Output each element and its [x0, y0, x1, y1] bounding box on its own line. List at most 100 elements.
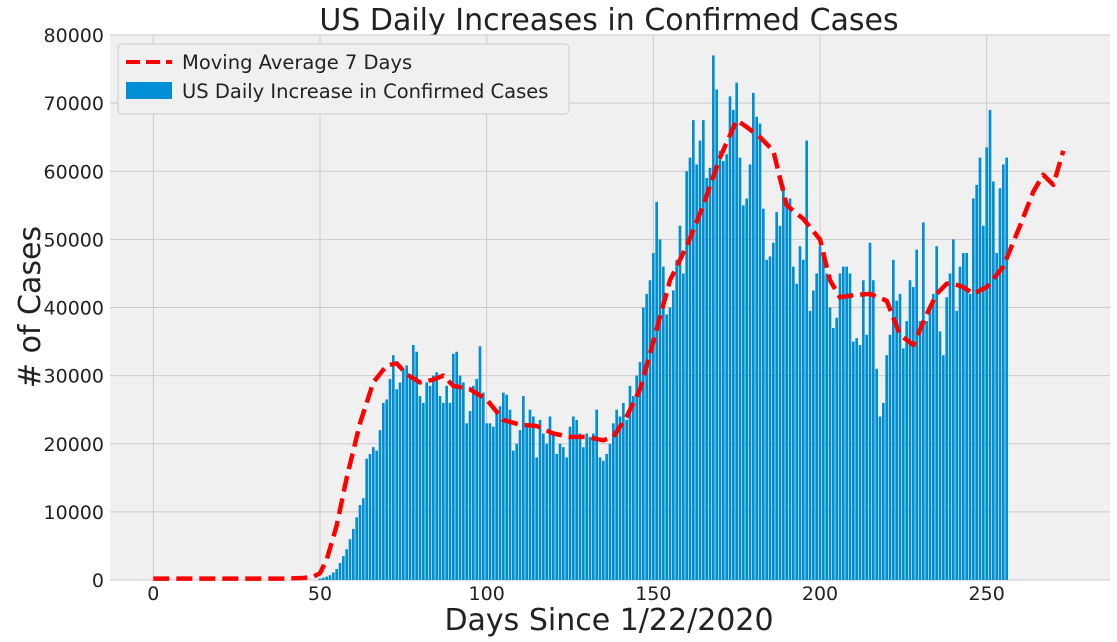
legend-bar-swatch — [126, 82, 172, 99]
bar — [512, 450, 515, 580]
x-tick-label: 250 — [969, 583, 1005, 605]
bar — [478, 346, 482, 580]
bar — [658, 239, 662, 580]
bar — [782, 184, 785, 580]
bar — [675, 259, 678, 580]
bar — [745, 198, 748, 580]
bar — [465, 423, 468, 580]
bar — [622, 402, 625, 580]
bar — [335, 569, 338, 580]
bar — [608, 443, 612, 580]
moving-average-line — [153, 117, 1066, 581]
bar — [585, 433, 588, 580]
bar — [332, 572, 335, 580]
bar — [815, 273, 818, 580]
bar — [752, 92, 755, 580]
bar — [932, 293, 935, 580]
bar — [868, 242, 872, 580]
bar — [425, 382, 428, 580]
bar — [612, 423, 615, 580]
bar — [572, 416, 575, 580]
bar — [638, 362, 642, 580]
bar — [535, 457, 538, 580]
bar — [768, 256, 772, 580]
bar — [732, 109, 735, 580]
bar — [665, 314, 668, 580]
bar — [362, 498, 365, 580]
bar — [972, 198, 975, 580]
bar — [338, 562, 342, 580]
bar — [495, 413, 498, 580]
bar — [858, 344, 862, 580]
bar — [662, 266, 665, 580]
bar — [958, 266, 962, 580]
bar — [755, 116, 758, 580]
bar — [725, 154, 728, 580]
legend: Moving Average 7 Days US Daily Increase … — [117, 43, 570, 115]
legend-label-daily-increase: US Daily Increase in Confirmed Cases — [182, 80, 548, 103]
bar — [712, 55, 715, 580]
bar — [968, 293, 972, 580]
bar — [418, 396, 422, 580]
bar — [988, 109, 992, 580]
bar — [902, 348, 905, 580]
bar — [582, 447, 585, 580]
bar — [345, 549, 348, 580]
bar — [322, 577, 325, 580]
bar — [788, 198, 792, 580]
bar — [642, 307, 645, 580]
bar — [635, 375, 638, 580]
bar — [598, 457, 602, 580]
bar — [698, 140, 702, 580]
bar — [975, 184, 978, 580]
bar — [558, 443, 562, 580]
bar — [912, 287, 915, 580]
bar — [392, 355, 395, 580]
bar — [625, 419, 628, 580]
bar — [462, 382, 465, 580]
bar — [655, 201, 658, 580]
bar — [982, 225, 985, 580]
bar — [488, 423, 492, 580]
bar — [682, 273, 685, 580]
bar — [688, 157, 692, 580]
bar — [805, 140, 808, 580]
bar — [978, 157, 982, 580]
bar — [552, 433, 555, 580]
bar — [808, 310, 812, 580]
bar — [618, 416, 622, 580]
bar — [455, 351, 458, 580]
bar — [522, 396, 525, 580]
bar — [355, 517, 358, 580]
bar — [365, 458, 368, 580]
bar — [848, 273, 852, 580]
bar — [718, 150, 722, 580]
bar — [468, 411, 472, 580]
bar — [998, 188, 1002, 580]
bar — [955, 310, 958, 580]
bar — [738, 157, 742, 580]
bar — [348, 539, 352, 580]
x-axis-label: Days Since 1/22/2020 — [444, 603, 773, 638]
bar — [668, 307, 672, 580]
y-tick-label: 0 — [92, 570, 104, 592]
bar — [795, 283, 798, 580]
bar — [388, 379, 392, 580]
bar — [995, 253, 998, 580]
bar — [628, 385, 632, 580]
bar — [592, 433, 595, 580]
y-tick-label: 50000 — [44, 229, 104, 251]
bar — [965, 253, 968, 580]
bar — [565, 457, 568, 580]
bar — [992, 181, 995, 580]
bar — [358, 505, 362, 580]
bar — [475, 379, 478, 580]
bar — [342, 556, 345, 580]
bar — [575, 419, 578, 580]
y-tick-label: 20000 — [44, 434, 104, 456]
bar — [588, 436, 592, 580]
bar — [595, 409, 598, 580]
bar — [452, 353, 455, 580]
bar — [762, 208, 765, 580]
bar — [432, 375, 435, 580]
